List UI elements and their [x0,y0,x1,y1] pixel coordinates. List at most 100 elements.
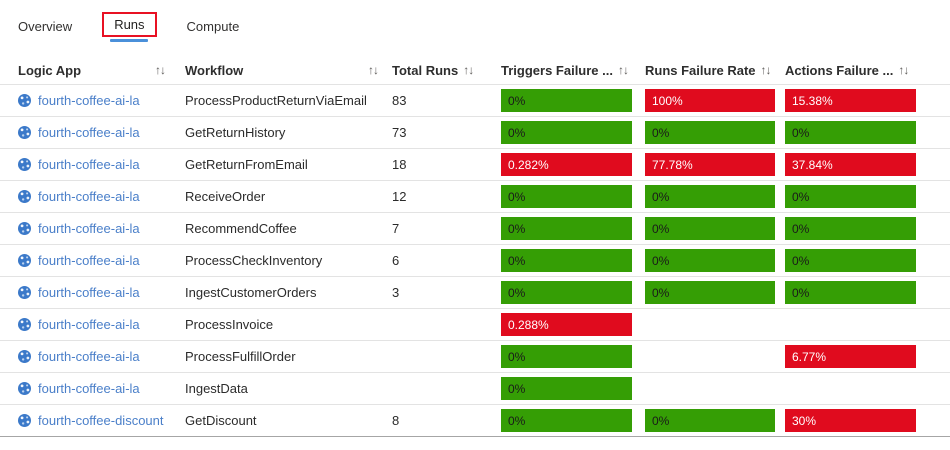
logic-app-link[interactable]: fourth-coffee-ai-la [38,157,140,172]
actions-failure-cell: 0% [785,217,916,240]
triggers-failure-badge: 0% [501,185,632,208]
total-runs-value: 12 [392,189,407,204]
triggers-failure-cell: 0% [501,249,645,272]
triggers-failure-badge: 0% [501,281,632,304]
logic-app-icon [18,286,31,299]
workflow-name: ProcessProductReturnViaEmail [185,93,367,108]
logic-app-link[interactable]: fourth-coffee-ai-la [38,349,140,364]
column-label: Triggers Failure ... [501,62,613,78]
runs-failure-badge: 0% [645,217,775,240]
logic-app-icon [18,222,31,235]
runs-failure-cell: 0% [645,217,785,240]
actions-failure-badge: 6.77% [785,345,916,368]
logic-app-link[interactable]: fourth-coffee-ai-la [38,317,140,332]
logic-app-cell: fourth-coffee-ai-la [18,189,185,204]
actions-failure-badge: 37.84% [785,153,916,176]
sort-icon: ↑↓ [463,63,474,77]
triggers-failure-cell: 0% [501,281,645,304]
workflow-name: GetReturnHistory [185,125,286,140]
tab-runs-label: Runs [114,16,145,32]
runs-table: Logic App ↑↓ Workflow ↑↓ Total Runs ↑↓ T… [0,56,950,437]
triggers-failure-badge: 0% [501,249,632,272]
total-runs-value: 18 [392,157,407,172]
column-label: Workflow [185,62,244,78]
total-runs-value: 3 [392,285,400,300]
runs-failure-badge: 77.78% [645,153,775,176]
total-runs-value: 6 [392,253,400,268]
workflow-cell: IngestData [185,381,392,396]
logic-app-link[interactable]: fourth-coffee-ai-la [38,285,140,300]
workflow-cell: ProcessProductReturnViaEmail [185,93,392,108]
actions-failure-badge: 15.38% [785,89,916,112]
logic-app-cell: fourth-coffee-ai-la [18,317,185,332]
actions-failure-cell: 0% [785,121,916,144]
triggers-failure-cell: 0% [501,185,645,208]
tab-compute[interactable]: Compute [186,19,240,34]
table-row: fourth-coffee-ai-la ProcessCheckInventor… [0,245,950,277]
table-row: fourth-coffee-ai-la GetReturnFromEmail 1… [0,149,950,181]
sort-icon: ↑↓ [155,63,166,77]
total-runs-value: 7 [392,221,400,236]
workflow-cell: ProcessCheckInventory [185,253,392,268]
runs-failure-badge: 0% [645,185,775,208]
workflow-cell: ProcessInvoice [185,317,392,332]
logic-app-cell: fourth-coffee-ai-la [18,349,185,364]
runs-failure-badge: 0% [645,409,775,432]
total-runs-cell: 18 [392,157,501,172]
workflow-cell: GetDiscount [185,413,392,428]
total-runs-cell: 7 [392,221,501,236]
logic-app-link[interactable]: fourth-coffee-ai-la [38,189,140,204]
logic-app-icon [18,158,31,171]
annotation-rectangle: Runs [102,11,157,37]
triggers-failure-badge: 0% [501,377,632,400]
triggers-failure-badge: 0% [501,217,632,240]
workflow-cell: ReceiveOrder [185,189,392,204]
logic-app-link[interactable]: fourth-coffee-ai-la [38,93,140,108]
total-runs-cell: 83 [392,93,501,108]
total-runs-value: 83 [392,93,407,108]
tab-runs[interactable]: Runs [102,11,157,42]
table-row: fourth-coffee-ai-la ProcessInvoice 0.288… [0,309,950,341]
logic-app-icon [18,382,31,395]
column-header-actions-failure[interactable]: Actions Failure ... ↑↓ [785,63,916,78]
runs-failure-cell: 0% [645,249,785,272]
triggers-failure-badge: 0.282% [501,153,632,176]
column-header-workflow[interactable]: Workflow ↑↓ [185,62,379,78]
column-header-total-runs[interactable]: Total Runs ↑↓ [392,63,501,78]
column-label: Actions Failure ... [785,62,894,78]
table-row: fourth-coffee-ai-la GetReturnHistory 73 … [0,117,950,149]
logic-app-link[interactable]: fourth-coffee-ai-la [38,381,140,396]
logic-app-cell: fourth-coffee-ai-la [18,381,185,396]
triggers-failure-cell: 0.282% [501,153,645,176]
table-row: fourth-coffee-ai-la ReceiveOrder 12 0% 0… [0,181,950,213]
workflow-cell: RecommendCoffee [185,221,392,236]
table-row: fourth-coffee-ai-la ProcessProductReturn… [0,85,950,117]
runs-failure-cell: 77.78% [645,153,785,176]
sort-icon: ↑↓ [898,63,909,77]
runs-failure-badge: 0% [645,249,775,272]
total-runs-value: 73 [392,125,407,140]
workflow-cell: IngestCustomerOrders [185,285,392,300]
logic-app-link[interactable]: fourth-coffee-ai-la [38,253,140,268]
runs-failure-badge: 100% [645,89,775,112]
column-header-triggers-failure[interactable]: Triggers Failure ... ↑↓ [501,63,645,78]
workflow-name: ProcessFulfillOrder [185,349,296,364]
logic-app-cell: fourth-coffee-ai-la [18,93,185,108]
actions-failure-cell: 0% [785,249,916,272]
logic-app-cell: fourth-coffee-ai-la [18,221,185,236]
total-runs-cell: 3 [392,285,501,300]
logic-app-link[interactable]: fourth-coffee-ai-la [38,221,140,236]
tab-overview[interactable]: Overview [18,19,73,34]
workflow-cell: GetReturnFromEmail [185,157,392,172]
runs-failure-cell: 0% [645,409,785,432]
triggers-failure-badge: 0% [501,345,632,368]
logic-app-link[interactable]: fourth-coffee-discount [38,413,164,428]
actions-failure-badge: 0% [785,281,916,304]
workflow-name: ProcessInvoice [185,317,274,332]
table-header-row: Logic App ↑↓ Workflow ↑↓ Total Runs ↑↓ T… [0,56,950,85]
column-header-logic-app[interactable]: Logic App ↑↓ [18,63,166,78]
triggers-failure-badge: 0.288% [501,313,632,336]
actions-failure-badge: 0% [785,185,916,208]
logic-app-link[interactable]: fourth-coffee-ai-la [38,125,140,140]
column-header-runs-failure-rate[interactable]: Runs Failure Rate ↑↓ [645,63,785,78]
